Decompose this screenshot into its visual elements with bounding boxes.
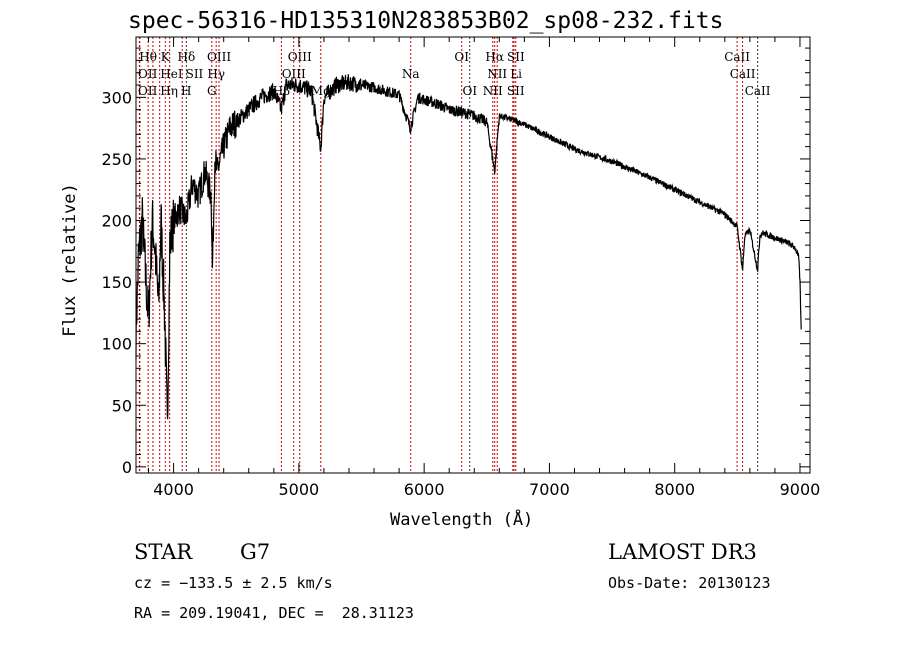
- x-tick-label: 6000: [404, 480, 445, 499]
- x-tick-label: 9000: [780, 480, 821, 499]
- line-marker-label: CaII: [745, 84, 771, 98]
- line-marker-label: NII: [487, 67, 507, 81]
- line-marker-label: Li: [510, 67, 522, 81]
- survey-label: LAMOST DR3: [608, 540, 757, 564]
- plot-frame: [135, 36, 811, 474]
- x-tick-label: 4000: [153, 480, 194, 499]
- line-marker-label: CaII: [730, 67, 756, 81]
- spectrum-line: [135, 74, 802, 420]
- y-tick-label: 150: [101, 273, 132, 292]
- line-marker-label: HeI: [160, 67, 183, 81]
- line-marker-label: G: [207, 84, 217, 98]
- redshift-cz: cz = −133.5 ± 2.5 km/s: [134, 574, 333, 592]
- line-marker-label: Hη: [160, 84, 178, 98]
- x-tick-label: 5000: [279, 480, 320, 499]
- axis-ticks: 4000 5000 6000 7000 8000 9000 0 50 100 150 200 250 3…: [101, 37, 820, 499]
- line-marker-label: K: [161, 50, 171, 64]
- line-marker-label: NII: [483, 84, 503, 98]
- line-marker-label: OI: [454, 50, 469, 64]
- line-marker-label: OI: [463, 84, 478, 98]
- line-marker-label: SII: [186, 67, 204, 81]
- x-tick-label: 8000: [654, 480, 695, 499]
- object-class: STAR: [134, 540, 193, 564]
- x-axis-label: Wavelength (Å): [390, 510, 534, 530]
- subclass: G7: [240, 540, 271, 564]
- y-tick-label: 300: [101, 88, 132, 107]
- line-marker-label: OIII: [288, 50, 312, 64]
- line-marker-label: Na: [402, 67, 420, 81]
- line-marker-label: OII: [138, 67, 158, 81]
- y-tick-label: 0: [122, 458, 132, 477]
- y-tick-label: 200: [101, 212, 132, 231]
- line-marker-label: SII: [507, 84, 525, 98]
- line-marker-label: OIII: [207, 50, 231, 64]
- y-axis-label: Flux (relative): [60, 183, 80, 337]
- line-marker-label: Hθ: [139, 50, 157, 64]
- line-marker-label: OIII: [282, 67, 306, 81]
- obs-date: Obs-Date: 20130123: [608, 574, 771, 592]
- y-tick-label: 100: [101, 335, 132, 354]
- line-marker-label: H: [181, 84, 191, 98]
- chart-title: spec-56316-HD135310N283853B02_sp08-232.f…: [128, 8, 724, 34]
- line-marker-label: Hα: [485, 50, 504, 64]
- line-markers: [138, 37, 759, 473]
- line-marker-label: Hδ: [178, 50, 196, 64]
- line-marker-label: CaII: [724, 50, 750, 64]
- line-marker-label: SII: [507, 50, 525, 64]
- coordinates: RA = 209.19041, DEC = 28.31123: [134, 604, 414, 622]
- line-marker-label: Hγ: [207, 67, 225, 81]
- line-marker-label: OII: [138, 84, 158, 98]
- y-tick-label: 50: [112, 396, 132, 415]
- x-tick-label: 7000: [529, 480, 570, 499]
- y-tick-label: 250: [101, 150, 132, 169]
